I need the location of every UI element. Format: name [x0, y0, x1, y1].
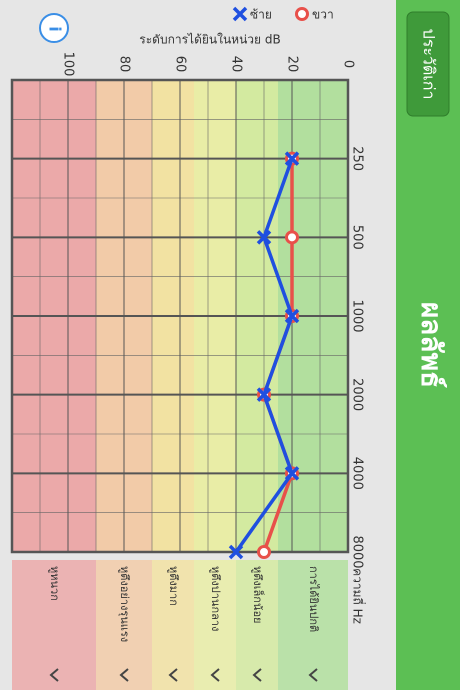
marker-x [232, 6, 248, 22]
y-tick-label: 60 [173, 56, 188, 73]
plot-border [10, 78, 350, 554]
x-tick-label: 2000 [350, 378, 365, 411]
series-line [234, 158, 294, 554]
x-tick-label: 4000 [350, 457, 365, 490]
level-legend-band [236, 560, 278, 690]
y-tick-label: 100 [61, 52, 76, 77]
level-chevron [119, 668, 129, 682]
level-chevron [49, 668, 59, 682]
legend-item: ขวา [295, 7, 334, 22]
level-label: หูตึงเล็กน้อย [251, 566, 265, 624]
marker-x [256, 230, 272, 245]
level-chevron [308, 668, 318, 682]
marker-x [256, 387, 272, 402]
history-button[interactable] [406, 11, 450, 117]
x-axis-title: ความถี่ Hz [351, 568, 367, 624]
level-chevron [252, 668, 262, 682]
page-title: ผลลัพธ์ [415, 302, 448, 388]
x-tick-label: 1000 [350, 299, 365, 332]
legend-label: ขวา [312, 8, 334, 22]
info-button[interactable] [39, 13, 69, 43]
level-legend-band [152, 560, 194, 690]
y-tick-label: 80 [117, 56, 132, 73]
level-label: หูหนวก [48, 566, 61, 601]
x-tick-label: 500 [350, 225, 365, 250]
marker-circle [257, 545, 271, 559]
level-legend-band [12, 560, 96, 690]
level-legend-band [278, 560, 348, 690]
marker-circle [285, 230, 299, 245]
legend-item: ซ้าย [232, 6, 272, 22]
marker-circle [295, 7, 309, 21]
level-legend-band [194, 560, 236, 690]
level-label: หูตึงอย่างรุนแรง [118, 566, 131, 642]
marker-x [228, 544, 244, 560]
y-tick-label: 0 [341, 60, 356, 68]
x-tick-label: 250 [350, 146, 365, 171]
y-tick-label: 20 [285, 56, 300, 73]
history-button-label[interactable]: ประวัติเก่า [420, 29, 439, 100]
marker-x [284, 308, 300, 324]
level-label: หูตึงปานกลาง [209, 566, 222, 631]
x-tick-label: 8000 [350, 535, 365, 568]
y-tick-label: 40 [229, 56, 244, 73]
level-legend-band [96, 560, 152, 690]
marker-x [284, 151, 300, 166]
legend-label: ซ้าย [250, 8, 272, 22]
level-chevron [168, 668, 178, 682]
marker-x [284, 466, 300, 481]
level-label: การได้ยินปกติ [307, 566, 320, 632]
info-icon[interactable]: i [46, 26, 65, 31]
level-chevron [210, 668, 220, 682]
y-axis-title: ระดับการได้ยินในหน่วย dB [139, 33, 280, 47]
level-label: หูตึงมาก [167, 566, 180, 606]
